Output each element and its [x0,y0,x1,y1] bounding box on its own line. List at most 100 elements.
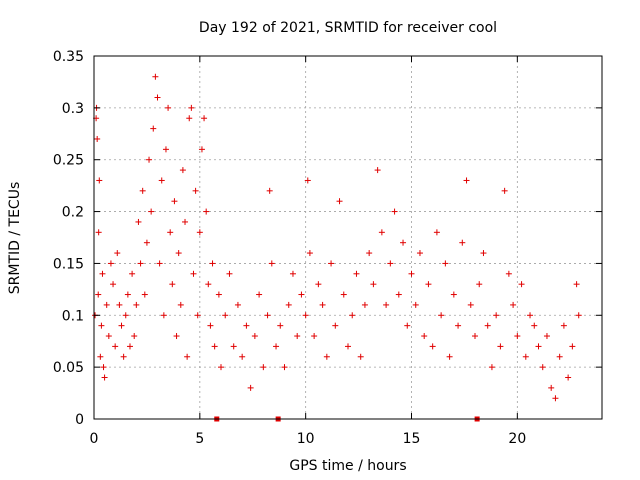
data-point [96,177,103,184]
data-point [247,384,254,391]
data-point [162,146,169,153]
data-point [416,250,423,257]
data-point [522,353,529,360]
data-point [323,353,330,360]
data-point [182,218,189,225]
data-point [438,312,445,319]
data-point [110,281,117,288]
data-point [484,322,491,329]
data-point [230,343,237,350]
data-point [328,260,335,267]
data-point [171,198,178,205]
data-point [205,281,212,288]
data-point [98,322,105,329]
x-tick-label: 10 [297,431,315,447]
data-point [412,301,419,308]
data-point [319,301,326,308]
data-point [203,208,210,215]
data-point [154,94,161,101]
data-point [165,104,172,111]
data-points [92,73,582,402]
data-point [218,364,224,371]
data-point [112,343,119,350]
data-point [196,229,203,236]
data-point [311,333,318,340]
data-point [215,291,222,298]
data-point [266,187,273,194]
data-point [539,364,546,371]
data-point [133,301,140,308]
x-tick-label: 5 [195,431,204,447]
data-point [260,364,267,371]
data-point [139,187,146,194]
data-point [222,312,229,319]
data-point [304,177,311,184]
data-point [135,218,142,225]
data-point [510,301,517,308]
data-point [169,281,176,288]
axis-ticks: 0 0.05 0.1 0.15 0.2 0.25 0.3 0.35 0 5 10 15 20 [53,49,602,447]
data-point [560,322,567,329]
data-point [188,104,195,111]
x-tick-label: 0 [90,431,99,447]
data-point [192,187,199,194]
data-point [493,312,500,319]
data-point [391,208,398,215]
data-point [383,301,390,308]
data-point [518,281,525,288]
y-tick-label: 0.3 [62,101,84,117]
data-point [480,250,487,257]
data-point [209,260,216,267]
data-point [141,291,148,298]
y-tick-label: 0.2 [62,205,84,221]
data-point [302,312,309,319]
data-point [370,281,377,288]
data-point [552,395,559,402]
data-point [345,343,351,350]
data-point [455,322,462,329]
data-point [366,250,373,257]
data-point [450,291,457,298]
data-point [361,301,368,308]
y-tick-label: 0.15 [53,256,84,272]
data-point [472,333,478,340]
data-point [357,353,364,360]
data-point [126,343,133,350]
data-point [234,301,241,308]
data-point [175,250,182,257]
y-tick-label: 0.05 [53,360,84,376]
data-point [207,322,214,329]
data-point [198,146,205,153]
data-point [459,239,466,246]
y-tick-label: 0.1 [62,308,84,324]
data-point [285,301,292,308]
data-point [488,364,495,371]
data-point [548,384,555,391]
data-point [103,301,110,308]
data-point [273,343,280,350]
data-point [211,343,218,350]
data-point [251,333,258,340]
data-point [143,239,150,246]
data-point [442,260,449,267]
data-point [179,167,186,174]
data-point [239,353,246,360]
data-point [514,333,521,340]
data-point [118,322,125,329]
data-point [387,260,394,267]
data-point [177,301,184,308]
data-point [349,312,356,319]
data-point [268,260,275,267]
data-point [556,353,563,360]
data-point [575,312,582,319]
data-point [421,333,428,340]
data-point [114,250,121,257]
y-tick-label: 0.25 [53,153,84,169]
data-point [194,312,201,319]
data-point [160,312,167,319]
x-tick-label: 20 [508,431,526,447]
data-point [446,353,453,360]
data-point [336,198,343,205]
data-point [543,333,550,340]
